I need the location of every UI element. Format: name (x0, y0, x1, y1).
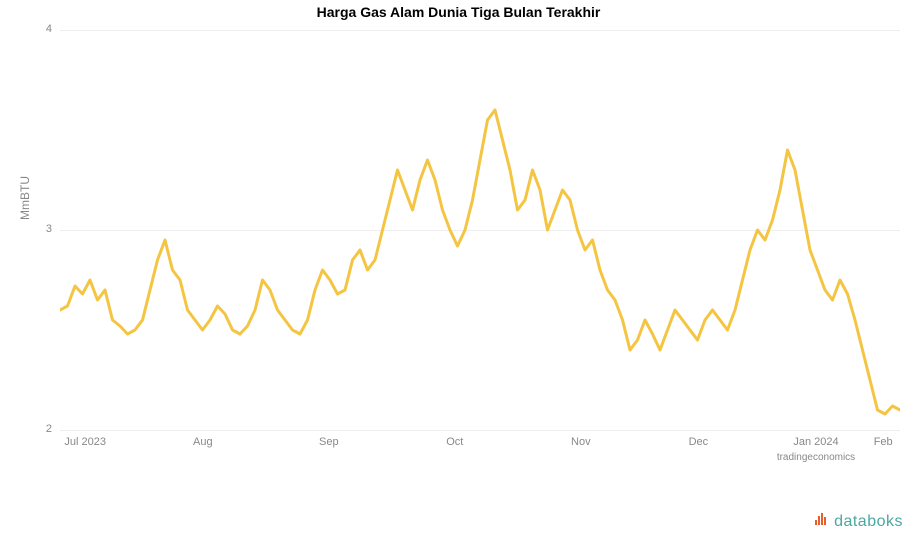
y-tick-label: 3 (32, 223, 52, 235)
chart-container: Harga Gas Alam Dunia Tiga Bulan Terakhir… (0, 0, 917, 547)
x-tick-label: Jan 2024 (793, 436, 838, 448)
databoks-icon (812, 510, 830, 533)
chart-title: Harga Gas Alam Dunia Tiga Bulan Terakhir (0, 0, 917, 20)
x-tick-label: Oct (446, 436, 463, 448)
chart-plot-area: 234Jul 2023AugSepOctNovDecJan 2024Febtra… (60, 30, 900, 430)
y-axis-label: MmBTU (18, 176, 32, 220)
price-line (60, 110, 900, 414)
y-tick-label: 2 (32, 423, 52, 435)
databoks-logo: databoks (812, 510, 903, 533)
x-tick-label: Jul 2023 (64, 436, 106, 448)
gridline (60, 430, 900, 431)
x-tick-label: Dec (689, 436, 709, 448)
x-tick-label: Aug (193, 436, 213, 448)
databoks-logo-text: databoks (834, 513, 903, 531)
x-tick-label: Nov (571, 436, 591, 448)
x-axis-sublabel: tradingeconomics (777, 452, 855, 463)
x-tick-label: Feb (874, 436, 893, 448)
x-tick-label: Sep (319, 436, 339, 448)
y-tick-label: 4 (32, 23, 52, 35)
line-chart-svg (60, 30, 900, 430)
